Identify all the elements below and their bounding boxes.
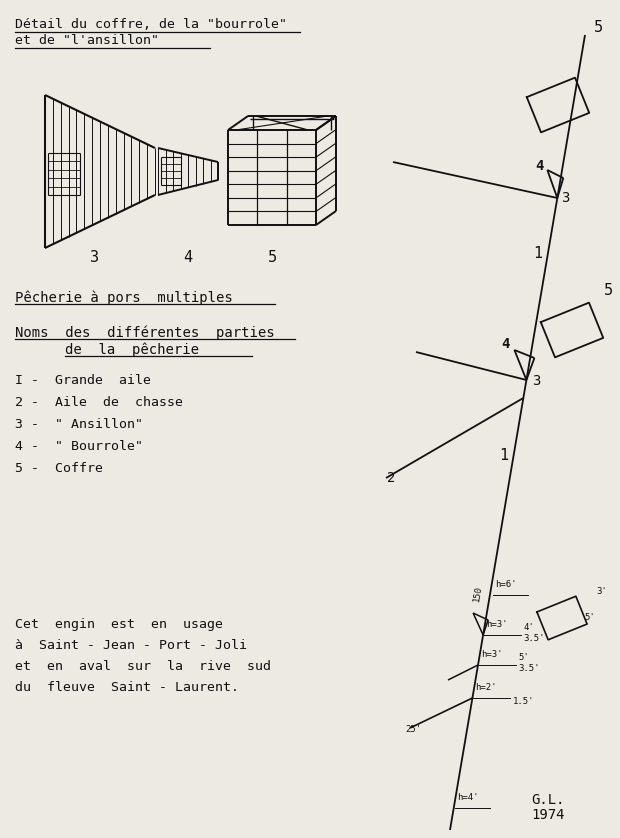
Text: 5': 5' <box>518 653 529 662</box>
Text: de  la  pêcherie: de la pêcherie <box>65 342 199 356</box>
Text: 3.5': 3.5' <box>518 664 539 673</box>
Text: h=2': h=2' <box>476 683 497 692</box>
Text: Pêcherie à pors  multiples: Pêcherie à pors multiples <box>15 290 232 304</box>
Text: à  Saint - Jean - Port - Joli: à Saint - Jean - Port - Joli <box>15 639 247 652</box>
Text: 3: 3 <box>533 374 541 388</box>
Text: 5: 5 <box>593 20 603 35</box>
Text: h=3': h=3' <box>486 620 508 629</box>
Text: G.L.: G.L. <box>531 793 565 807</box>
Text: 25': 25' <box>405 725 421 734</box>
Text: 5: 5 <box>604 283 613 298</box>
Text: 5 -  Coffre: 5 - Coffre <box>15 462 103 475</box>
Text: h=6': h=6' <box>495 580 516 589</box>
Text: Détail du coffre, de la "bourrole": Détail du coffre, de la "bourrole" <box>15 18 287 31</box>
Text: 3: 3 <box>91 250 100 265</box>
Text: h=4': h=4' <box>457 793 479 802</box>
Text: 4: 4 <box>184 250 193 265</box>
Text: 1.5': 1.5' <box>512 697 534 706</box>
Text: 1: 1 <box>533 246 542 261</box>
Text: 4: 4 <box>535 159 544 173</box>
Text: h=3': h=3' <box>481 650 503 659</box>
Text: 3': 3' <box>596 587 607 596</box>
Text: du  fleuve  Saint - Laurent.: du fleuve Saint - Laurent. <box>15 681 239 694</box>
Text: 150: 150 <box>472 585 484 602</box>
Text: 1974: 1974 <box>531 808 565 822</box>
Text: Noms  des  différentes  parties: Noms des différentes parties <box>15 325 275 339</box>
Text: 3.5': 3.5' <box>523 634 544 643</box>
Text: 2 -  Aile  de  chasse: 2 - Aile de chasse <box>15 396 183 409</box>
Text: 5': 5' <box>584 613 595 622</box>
Text: 2: 2 <box>387 471 396 485</box>
Text: 4: 4 <box>502 337 510 351</box>
Text: 4': 4' <box>523 623 534 632</box>
Text: 3: 3 <box>561 191 570 205</box>
Text: Cet  engin  est  en  usage: Cet engin est en usage <box>15 618 223 631</box>
Text: 4 -  " Bourrole": 4 - " Bourrole" <box>15 440 143 453</box>
Text: et  en  aval  sur  la  rive  sud: et en aval sur la rive sud <box>15 660 271 673</box>
Text: et de "l'ansillon": et de "l'ansillon" <box>15 34 159 47</box>
Text: I -  Grande  aile: I - Grande aile <box>15 374 151 387</box>
Text: 5: 5 <box>267 250 277 265</box>
Text: 3 -  " Ansillon": 3 - " Ansillon" <box>15 418 143 431</box>
Text: 1: 1 <box>499 448 508 463</box>
